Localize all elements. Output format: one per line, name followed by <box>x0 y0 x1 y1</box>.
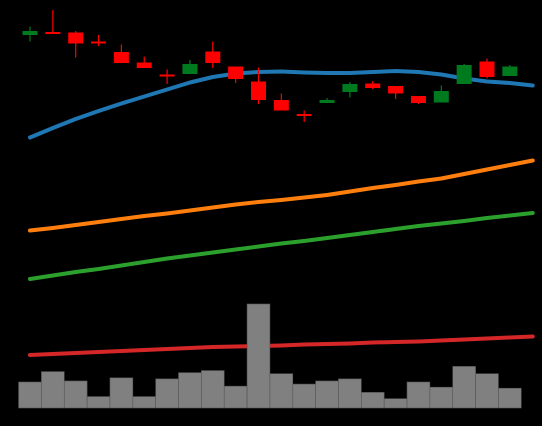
candle-body <box>410 96 426 103</box>
volume-bar <box>41 371 65 409</box>
volume-bar <box>498 387 522 409</box>
volume-bar <box>86 396 111 409</box>
volume-bar <box>429 386 454 409</box>
volume-bar <box>452 366 476 409</box>
volume-bar <box>338 378 362 409</box>
candle-body <box>91 41 107 44</box>
candle <box>136 56 152 68</box>
price-panel <box>22 10 535 357</box>
candle-body <box>205 51 221 63</box>
candle <box>479 58 495 79</box>
candle-body <box>502 66 518 76</box>
volume-bar <box>269 373 294 409</box>
candle <box>113 44 129 63</box>
candle-body <box>456 65 472 84</box>
candle-body <box>113 52 129 63</box>
moving-average-lines <box>28 69 535 357</box>
volume-bar <box>223 385 248 409</box>
candle-body <box>365 83 381 88</box>
candle-body <box>388 86 404 94</box>
candle-body <box>319 100 335 103</box>
candle <box>228 66 244 83</box>
volume-bar <box>132 396 156 409</box>
ma-line-1 <box>28 69 535 140</box>
volume-bar <box>155 378 179 409</box>
volume-panel <box>18 303 522 409</box>
volume-bar <box>292 383 316 409</box>
candle-body <box>296 114 312 116</box>
volume-bar <box>361 392 385 409</box>
candle <box>45 10 61 34</box>
candle-body <box>251 81 266 100</box>
volume-bar <box>406 381 431 409</box>
candle <box>342 82 358 98</box>
ma-line-2 <box>28 158 535 233</box>
candlesticks <box>22 10 518 122</box>
candle <box>502 65 518 76</box>
candle <box>205 41 221 68</box>
candle <box>433 85 449 103</box>
candle-body <box>45 32 61 34</box>
candle <box>273 93 289 111</box>
volume-bar <box>178 372 202 409</box>
volume-bar <box>383 398 408 409</box>
volume-bar <box>109 377 134 409</box>
candle-body <box>433 91 449 103</box>
candle <box>22 26 38 42</box>
volume-bar <box>475 373 499 409</box>
candle <box>159 69 175 84</box>
candle <box>456 64 472 84</box>
candle <box>365 81 381 89</box>
volume-bar <box>315 380 339 409</box>
candle <box>388 86 404 99</box>
candle-body <box>479 61 495 77</box>
candle <box>296 110 312 122</box>
ma-line-4 <box>28 334 535 357</box>
candle-body <box>273 100 289 111</box>
volume-bar <box>201 370 225 409</box>
candle-body <box>136 62 152 68</box>
candle-body <box>68 32 84 44</box>
candle <box>251 67 266 104</box>
candle-body <box>159 74 175 77</box>
candle-body <box>182 64 198 74</box>
candle <box>68 31 84 58</box>
candle <box>91 35 107 46</box>
volume-bar <box>18 381 42 409</box>
volume-bar <box>63 380 88 409</box>
candle <box>319 98 335 103</box>
candle <box>410 96 426 104</box>
candle-body <box>228 66 244 79</box>
candle-body <box>342 84 358 92</box>
candle <box>182 60 198 74</box>
ma-line-3 <box>28 211 535 281</box>
volume-bar <box>246 303 271 409</box>
candle-body <box>22 31 38 35</box>
